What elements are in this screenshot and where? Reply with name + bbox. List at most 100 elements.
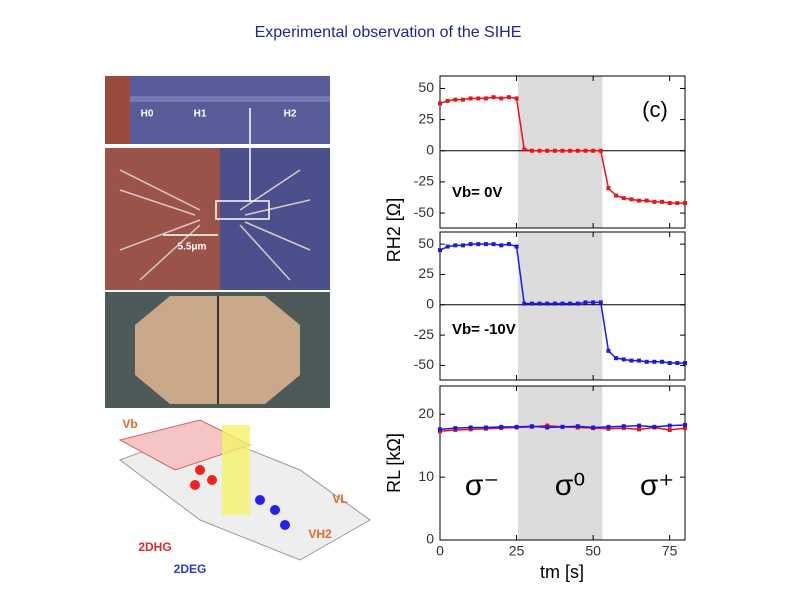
data-point <box>644 359 649 364</box>
annotation: σ⁰ <box>555 469 586 502</box>
data-point <box>514 244 519 249</box>
data-point <box>499 243 504 248</box>
slide-title: Experimental observation of the SIHE <box>255 24 522 41</box>
annotation: σ⁺ <box>640 469 674 502</box>
data-point <box>476 242 481 247</box>
data-point <box>621 357 626 362</box>
data-point <box>491 242 496 247</box>
y-tick-label: 25 <box>418 265 434 281</box>
data-point <box>591 425 596 430</box>
x-axis-label: tm [s] <box>540 562 584 582</box>
data-point <box>667 423 672 428</box>
data-point <box>468 425 473 430</box>
plot-frame <box>439 231 686 381</box>
data-point <box>560 424 565 429</box>
data-point <box>483 96 488 101</box>
data-point <box>438 248 442 253</box>
data-point <box>637 198 642 203</box>
data-point <box>683 201 687 206</box>
device-diagram <box>118 419 371 561</box>
diagram-label: 2DHG <box>138 540 171 554</box>
data-point <box>506 242 511 247</box>
data-point <box>575 301 580 306</box>
data-point <box>660 199 665 204</box>
data-point <box>445 98 450 103</box>
data-point <box>675 201 680 206</box>
data-point <box>483 425 488 430</box>
annotation: Vb= -10V <box>452 321 516 338</box>
y-tick-label: 10 <box>418 468 434 484</box>
data-point <box>537 301 542 306</box>
data-point <box>460 97 465 102</box>
data-point <box>637 358 642 363</box>
y-tick-label: 0 <box>426 141 434 157</box>
y-tick-label: 0 <box>426 295 434 311</box>
data-point <box>460 243 465 248</box>
data-point <box>522 301 527 306</box>
data-point <box>514 96 519 101</box>
data-point <box>545 425 550 430</box>
data-point <box>514 424 519 429</box>
data-point <box>652 359 657 364</box>
data-point <box>660 359 665 364</box>
diagram-label: VH2 <box>308 527 332 541</box>
data-point <box>606 186 611 191</box>
image-label: H0 <box>141 109 154 120</box>
y-tick-label: -50 <box>414 356 434 372</box>
data-point <box>529 424 534 429</box>
sem-image-middle <box>105 148 330 290</box>
annotation: (c) <box>642 97 668 122</box>
data-point <box>438 101 442 106</box>
data-point <box>537 148 542 153</box>
data-point <box>629 358 634 363</box>
y-tick-label: 50 <box>418 235 434 251</box>
data-point <box>499 96 504 101</box>
data-point <box>453 426 458 431</box>
data-point <box>652 424 657 429</box>
data-point <box>683 422 687 427</box>
data-point <box>499 424 504 429</box>
y-tick-label: 50 <box>418 79 434 95</box>
annotation: σ⁻ <box>465 469 499 502</box>
sem-image-top <box>105 76 330 144</box>
data-point <box>621 196 626 201</box>
y-tick-label: 20 <box>418 405 434 421</box>
data-point <box>506 95 511 100</box>
data-point <box>483 242 488 247</box>
image-label: H2 <box>284 109 297 120</box>
data-point <box>545 148 550 153</box>
shaded-region <box>518 232 603 380</box>
data-point <box>438 427 442 432</box>
data-point <box>476 96 481 101</box>
y-axis-label: RH2 [Ω] <box>384 198 404 262</box>
scale-label: 5.5μm <box>178 242 207 253</box>
diagram-label: Vb <box>122 417 137 431</box>
y-axis-label: RL [kΩ] <box>384 433 404 493</box>
x-tick-label: 50 <box>585 543 601 559</box>
data-point <box>614 356 619 361</box>
data-point <box>560 301 565 306</box>
data-point <box>598 300 603 305</box>
data-point <box>637 427 642 432</box>
data-point <box>529 301 534 306</box>
y-tick-label: 25 <box>418 110 434 126</box>
data-point <box>652 199 657 204</box>
data-point <box>468 96 473 101</box>
data-point <box>575 424 580 429</box>
data-point <box>591 300 596 305</box>
data-point <box>683 361 687 366</box>
diagram-label: VL <box>332 492 347 506</box>
data-point <box>614 193 619 198</box>
optical-image <box>105 292 330 408</box>
data-point <box>621 424 626 429</box>
data-point <box>683 426 687 431</box>
x-tick-label: 25 <box>509 543 525 559</box>
data-point <box>468 242 473 247</box>
x-tick-label: 0 <box>436 543 444 559</box>
data-point <box>552 301 557 306</box>
data-point <box>453 243 458 248</box>
data-point <box>606 348 611 353</box>
data-point <box>591 148 596 153</box>
data-point <box>568 148 573 153</box>
data-point <box>667 201 672 206</box>
